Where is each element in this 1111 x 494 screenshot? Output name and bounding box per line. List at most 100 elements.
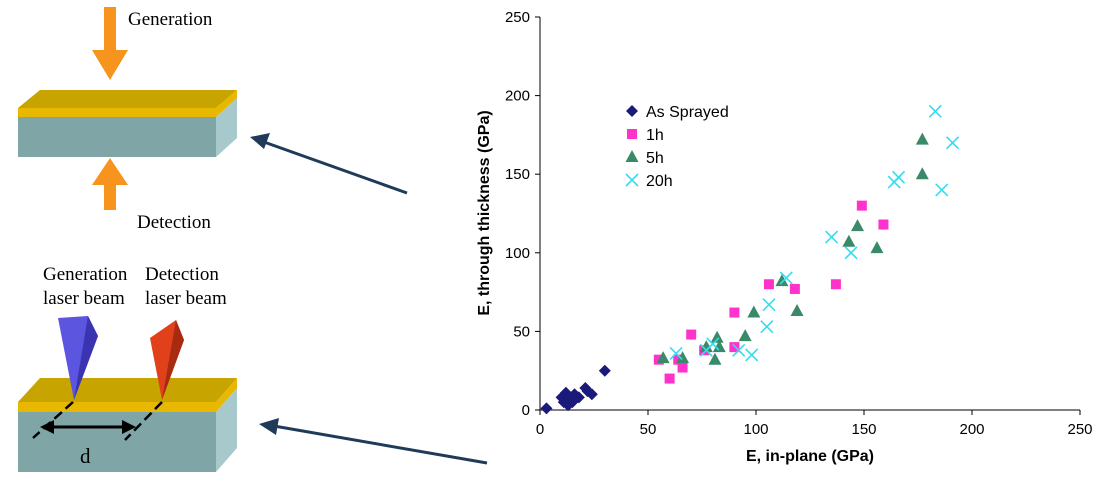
pointer-arrows: [250, 133, 488, 465]
legend-label: 5h: [646, 150, 664, 167]
data-point-triangle: [915, 132, 929, 145]
detection-beam-label-line1: Detection: [145, 264, 219, 285]
data-point-triangle: [851, 219, 865, 232]
scatter-chart: 0 50 100 150 200 250 0 50 100 150 200 250 E, in-pla…: [476, 9, 1093, 465]
generation-beam-label-line2: laser beam: [43, 288, 125, 309]
data-point-square: [856, 200, 867, 211]
data-point-triangle: [676, 351, 690, 364]
y-axis-label: E, through thickness (GPa): [476, 110, 493, 315]
x-tick-label: 250: [1067, 421, 1092, 438]
data-point-x: [762, 298, 776, 312]
data-point-diamond: [572, 391, 585, 404]
data-point-x: [945, 136, 960, 150]
bottom-block-side-face: [216, 388, 237, 472]
y-tick-label: 250: [505, 9, 530, 26]
data-point-square: [729, 342, 740, 353]
legend-label: As Sprayed: [646, 104, 729, 121]
x-tick-label: 0: [536, 421, 544, 438]
data-point-square: [878, 219, 889, 230]
data-point-x: [745, 348, 759, 362]
distance-arrow-left-head: [40, 420, 54, 434]
y-tick-label: 200: [505, 88, 530, 105]
data-point-square: [763, 279, 774, 290]
data-point-diamond: [598, 364, 611, 377]
bottom-block-front-face: [18, 412, 216, 472]
through-thickness-diagram: Generation Detection: [18, 7, 237, 233]
top-coating-top-face: [18, 90, 237, 108]
data-point-x: [732, 343, 746, 357]
bottom-coating-top-face: [18, 378, 237, 402]
legend-label: 20h: [646, 173, 673, 190]
data-point-square: [729, 307, 740, 318]
generation-beam-label-line1: Generation: [43, 264, 128, 285]
legend-marker-square: [627, 129, 637, 139]
x-tick-label: 150: [851, 421, 876, 438]
data-point-triangle: [790, 303, 804, 316]
detection-label: Detection: [137, 212, 211, 233]
y-tick-label: 0: [522, 402, 530, 419]
in-plane-diagram: Generation laser beam Detection laser be…: [18, 264, 237, 472]
detection-beam-label-line2: laser beam: [145, 288, 227, 309]
data-point-triangle: [656, 351, 670, 364]
data-points: [540, 104, 960, 415]
data-point-triangle: [710, 330, 724, 343]
data-point-triangle: [915, 167, 929, 180]
legend-marker-x: [625, 173, 639, 187]
data-point-x: [760, 320, 774, 334]
data-point-square: [830, 279, 841, 290]
y-tick-label: 100: [505, 245, 530, 262]
x-tick-label: 50: [640, 421, 657, 438]
pointer-arrow-top: [263, 140, 408, 195]
generation-label: Generation: [128, 9, 213, 30]
data-point-triangle: [738, 329, 752, 342]
generation-beam-dash: [32, 401, 74, 439]
data-point-x: [706, 337, 720, 351]
data-point-x: [825, 230, 839, 244]
data-point-x: [844, 246, 858, 260]
top-block-front-face: [18, 117, 216, 157]
y-tick-label: 50: [513, 323, 530, 340]
data-point-triangle: [747, 305, 761, 318]
data-point-square: [789, 283, 800, 294]
bottom-coating-front-face: [18, 402, 216, 412]
top-block-side-face: [216, 98, 237, 157]
x-tick-label: 100: [743, 421, 768, 438]
data-point-x: [669, 346, 683, 360]
data-point-square: [664, 373, 675, 384]
legend-marker-triangle: [625, 150, 639, 162]
detection-beam-dash: [124, 401, 163, 441]
data-point-diamond: [540, 402, 553, 415]
pointer-arrow-bottom-head: [259, 418, 279, 435]
data-point-triangle: [699, 340, 713, 353]
data-point-triangle: [712, 340, 726, 353]
pointer-arrow-top-head: [250, 133, 270, 149]
legend-label: 1h: [646, 127, 664, 144]
data-point-x: [935, 183, 949, 197]
data-point-x: [779, 271, 793, 285]
data-point-triangle: [708, 352, 722, 365]
data-point-x: [891, 170, 906, 184]
legend-marker-diamond: [626, 105, 638, 117]
top-coating-side-face: [216, 90, 237, 117]
data-point-square: [686, 329, 697, 340]
top-coating-front-face: [18, 108, 216, 117]
distance-label: d: [80, 444, 91, 468]
bottom-coating-side-face: [216, 378, 237, 412]
pointer-arrow-bottom: [273, 424, 488, 465]
data-point-triangle: [870, 241, 884, 254]
y-tick-label: 150: [505, 166, 530, 183]
data-point-diamond: [585, 388, 598, 401]
distance-arrow-right-head: [122, 420, 136, 434]
x-tick-label: 200: [959, 421, 984, 438]
data-point-square: [677, 362, 688, 373]
generation-arrow-icon: [92, 7, 128, 80]
detection-arrow-icon: [92, 158, 128, 210]
x-axis-label: E, in-plane (GPa): [746, 448, 874, 465]
data-point-x: [928, 104, 942, 118]
legend: As Sprayed 1h 5h 20h: [625, 104, 729, 190]
data-point-triangle: [775, 274, 789, 287]
generation-laser-beam-shade: [74, 316, 98, 400]
detection-laser-beam-shade: [162, 320, 184, 400]
data-point-triangle: [842, 234, 856, 247]
